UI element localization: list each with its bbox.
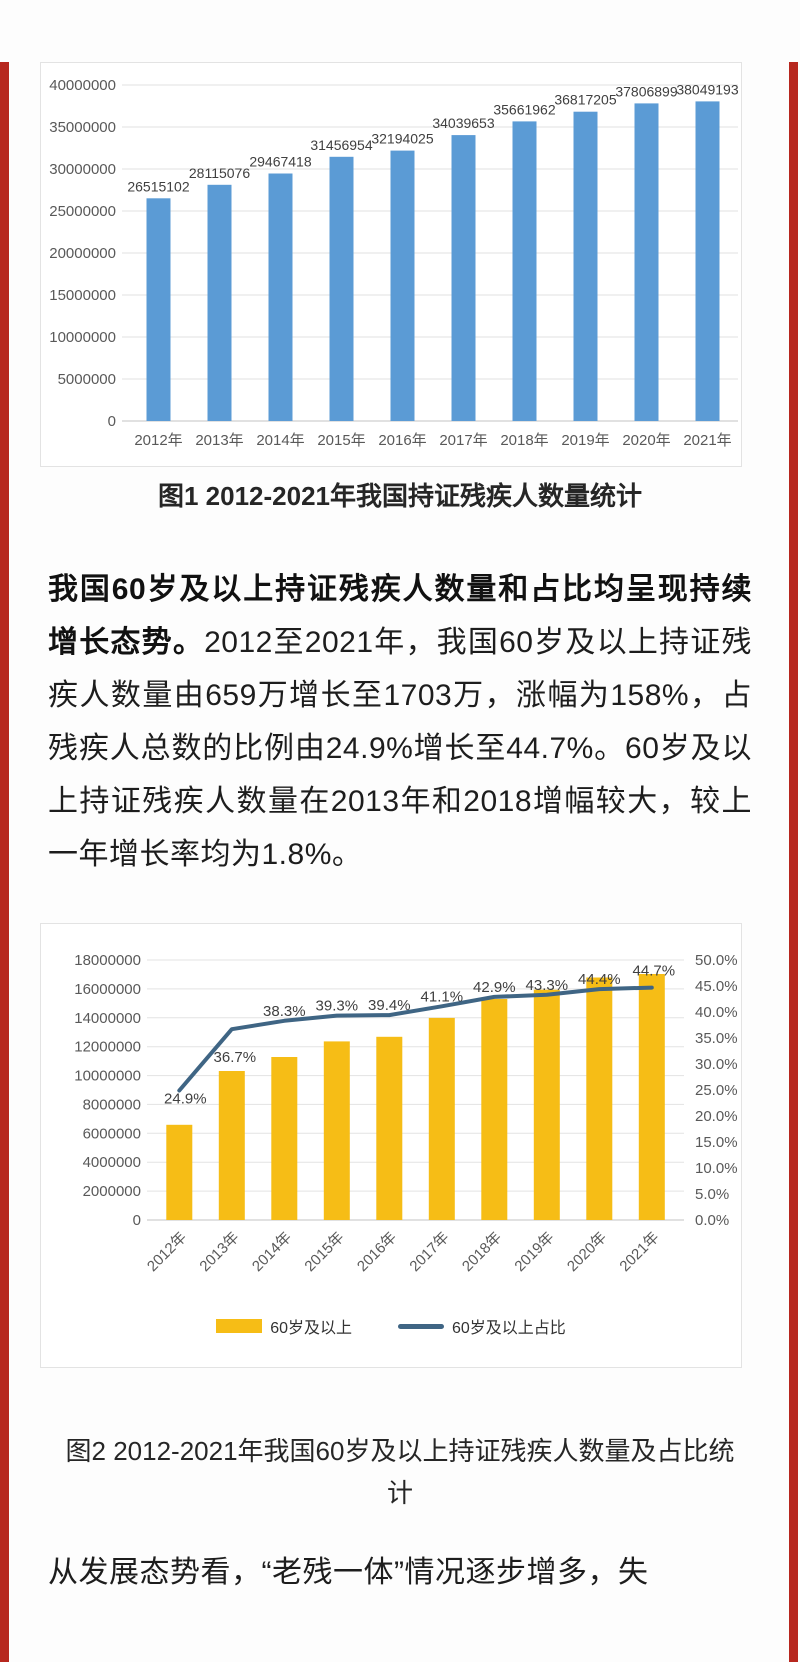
svg-text:5.0%: 5.0% xyxy=(695,1186,729,1203)
legend-line-label: 60岁及以上占比 xyxy=(452,1320,566,1337)
svg-text:35661962: 35661962 xyxy=(493,101,556,117)
left-red-accent-bar xyxy=(0,62,9,1662)
legend-bar-swatch-icon xyxy=(216,1319,263,1333)
svg-text:28115076: 28115076 xyxy=(189,165,250,181)
svg-text:0: 0 xyxy=(133,1212,141,1229)
svg-text:24.9%: 24.9% xyxy=(164,1091,207,1108)
paragraph-growth-analysis: 我国60岁及以上持证残疾人数量和占比均呈现持续增长态势。2012至2021年，我… xyxy=(48,563,752,881)
svg-text:2021年: 2021年 xyxy=(616,1229,662,1275)
svg-text:2020年: 2020年 xyxy=(564,1229,610,1275)
svg-text:2020年: 2020年 xyxy=(622,432,670,449)
article-content: 0 5000000 10000000 15000000 20000000 25000000… xyxy=(0,62,800,1599)
svg-text:2021年: 2021年 xyxy=(683,432,731,449)
svg-text:38.3%: 38.3% xyxy=(263,1003,306,1020)
svg-text:18000000: 18000000 xyxy=(74,952,141,969)
svg-text:36817205: 36817205 xyxy=(554,92,617,108)
svg-text:2019年: 2019年 xyxy=(511,1229,557,1275)
svg-text:2018年: 2018年 xyxy=(500,432,548,449)
svg-text:2014年: 2014年 xyxy=(249,1229,295,1275)
paragraph-trend-intro: 从发展态势看，“老残一体”情况逐步增多，失 xyxy=(48,1556,649,1589)
svg-text:15000000: 15000000 xyxy=(49,287,116,304)
svg-text:20.0%: 20.0% xyxy=(695,1108,738,1125)
figure1-bar-chart: 0 5000000 10000000 15000000 20000000 25000000… xyxy=(49,77,739,449)
legend-bar-label: 60岁及以上 xyxy=(270,1320,352,1337)
svg-text:44.7%: 44.7% xyxy=(633,963,676,980)
svg-text:45.0%: 45.0% xyxy=(695,978,738,995)
svg-text:16000000: 16000000 xyxy=(74,981,141,998)
svg-text:32194025: 32194025 xyxy=(371,131,434,147)
svg-text:30000000: 30000000 xyxy=(49,161,116,178)
legend-line-swatch-icon xyxy=(398,1323,444,1329)
svg-text:2016年: 2016年 xyxy=(354,1229,400,1275)
figure2-legend: 60岁及以上 60岁及以上占比 xyxy=(216,1314,566,1338)
svg-text:41.1%: 41.1% xyxy=(421,988,464,1005)
svg-text:2018年: 2018年 xyxy=(459,1229,505,1275)
svg-text:6000000: 6000000 xyxy=(83,1125,141,1142)
svg-text:43.3%: 43.3% xyxy=(526,977,569,994)
paragraph-bold-lead: 我国60岁及以上持证残疾人数量和占比均呈现持续增长态势。 xyxy=(48,573,752,659)
svg-text:10000000: 10000000 xyxy=(74,1068,141,1085)
svg-text:44.4%: 44.4% xyxy=(578,971,621,988)
right-red-accent-bar xyxy=(789,62,798,1662)
svg-text:25.0%: 25.0% xyxy=(695,1082,738,1099)
figure2-caption: 图2 2012-2021年我国60岁及以上持证残疾人数量及占比统计 xyxy=(65,1436,735,1508)
svg-text:40.0%: 40.0% xyxy=(695,1004,738,1021)
svg-text:31456954: 31456954 xyxy=(310,137,373,153)
svg-text:12000000: 12000000 xyxy=(74,1039,141,1056)
svg-text:2013年: 2013年 xyxy=(196,1229,242,1275)
svg-text:39.4%: 39.4% xyxy=(368,997,411,1014)
svg-text:29467418: 29467418 xyxy=(249,154,312,170)
legend-item-bar-series: 60岁及以上 xyxy=(216,1314,352,1338)
svg-text:2012年: 2012年 xyxy=(134,432,182,449)
svg-text:8000000: 8000000 xyxy=(83,1096,141,1113)
svg-text:5000000: 5000000 xyxy=(58,371,116,388)
svg-text:2019年: 2019年 xyxy=(561,432,609,449)
svg-text:39.3%: 39.3% xyxy=(316,998,359,1015)
svg-text:36.7%: 36.7% xyxy=(214,1049,257,1066)
svg-text:42.9%: 42.9% xyxy=(473,979,516,996)
svg-text:40000000: 40000000 xyxy=(49,77,116,94)
paragraph-body-text: 2012至2021年，我国60岁及以上持证残疾人数量由659万增长至1703万，… xyxy=(48,626,752,871)
svg-text:15.0%: 15.0% xyxy=(695,1134,738,1151)
svg-text:2000000: 2000000 xyxy=(83,1183,141,1200)
svg-text:25000000: 25000000 xyxy=(49,203,116,220)
svg-text:2016年: 2016年 xyxy=(378,432,426,449)
svg-text:4000000: 4000000 xyxy=(83,1154,141,1171)
svg-text:20000000: 20000000 xyxy=(49,245,116,262)
legend-item-line-series: 60岁及以上占比 xyxy=(398,1314,566,1338)
svg-text:35.0%: 35.0% xyxy=(695,1030,738,1047)
figure2-combo-chart: 0 2000000 4000000 6000000 8000000 10000000 120… xyxy=(74,952,738,1275)
svg-text:35000000: 35000000 xyxy=(49,119,116,136)
svg-text:30.0%: 30.0% xyxy=(695,1056,738,1073)
svg-text:2015年: 2015年 xyxy=(317,432,365,449)
svg-text:26515102: 26515102 xyxy=(127,178,190,194)
svg-text:10000000: 10000000 xyxy=(49,329,116,346)
svg-text:2015年: 2015年 xyxy=(301,1229,347,1275)
svg-text:50.0%: 50.0% xyxy=(695,952,738,969)
svg-text:2012年: 2012年 xyxy=(144,1229,190,1275)
svg-text:34039653: 34039653 xyxy=(432,115,495,131)
svg-text:2017年: 2017年 xyxy=(439,432,487,449)
svg-text:0.0%: 0.0% xyxy=(695,1212,729,1229)
svg-text:2013年: 2013年 xyxy=(195,432,243,449)
svg-text:38049193: 38049193 xyxy=(676,81,739,97)
svg-text:2017年: 2017年 xyxy=(406,1229,452,1275)
figure1-caption: 图1 2012-2021年我国持证残疾人数量统计 xyxy=(157,481,643,511)
svg-text:14000000: 14000000 xyxy=(74,1010,141,1027)
svg-text:0: 0 xyxy=(108,413,116,430)
figure1-bar-chart-card: 0 5000000 10000000 15000000 20000000 25000000… xyxy=(40,62,742,467)
figure2-combo-chart-card: 0 2000000 4000000 6000000 8000000 10000000 120… xyxy=(40,923,742,1368)
svg-text:2014年: 2014年 xyxy=(256,432,304,449)
svg-text:10.0%: 10.0% xyxy=(695,1160,738,1177)
svg-text:37806899: 37806899 xyxy=(615,83,678,99)
